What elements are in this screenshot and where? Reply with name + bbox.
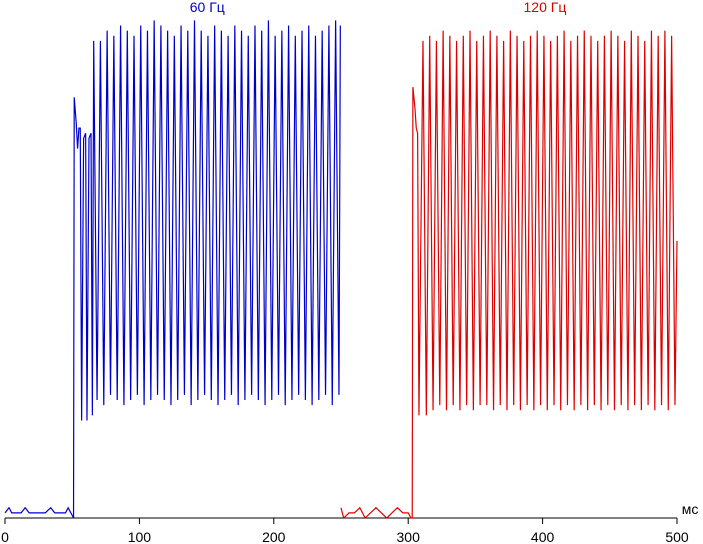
- x-tick-label: 0: [1, 529, 9, 544]
- x-tick-label: 400: [531, 529, 555, 544]
- x-tick-label: 500: [665, 529, 689, 544]
- series-line: [340, 30, 678, 520]
- series-label: 60 Гц: [190, 0, 225, 15]
- series-label: 120 Гц: [524, 0, 567, 15]
- series-line: [4, 20, 341, 519]
- x-tick-label: 100: [128, 529, 152, 544]
- x-tick-label: 200: [262, 529, 286, 544]
- x-tick-label: 300: [397, 529, 421, 544]
- x-axis-unit: мс: [682, 501, 699, 517]
